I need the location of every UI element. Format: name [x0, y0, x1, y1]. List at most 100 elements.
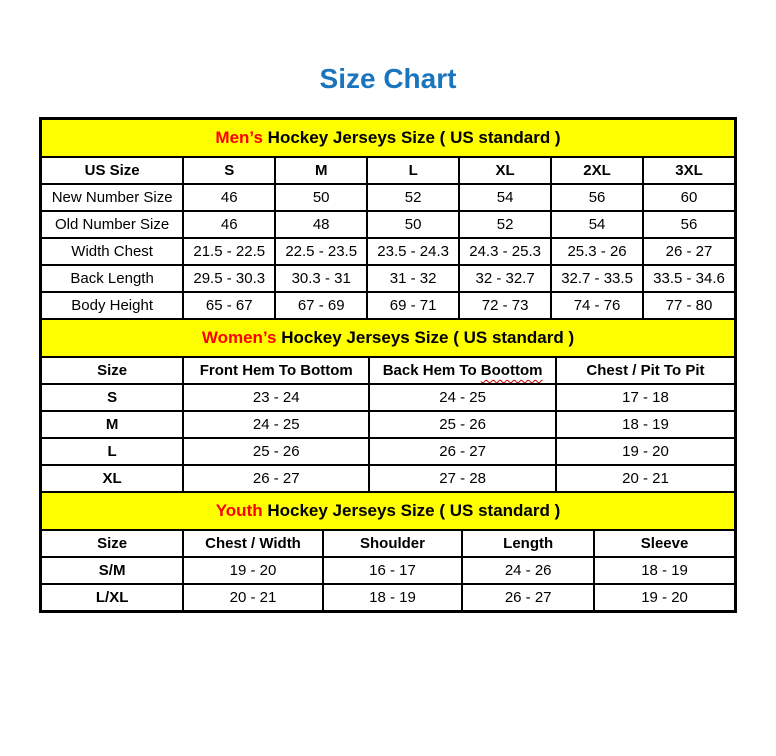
table-row: Body Height 65 - 67 67 - 69 69 - 71 72 -…	[39, 290, 736, 320]
youth-section-title-red: Youth	[215, 500, 263, 520]
womens-cell: 23 - 24	[182, 382, 371, 412]
mens-cell: 29.5 - 30.3	[182, 263, 277, 293]
table-row: S 23 - 24 24 - 25 17 - 18	[39, 382, 737, 412]
table-row: XL 26 - 27 27 - 28 20 - 21	[39, 463, 737, 493]
mens-cell: 52	[458, 209, 553, 239]
size-chart: Men’s Hockey Jerseys Size ( US standard …	[39, 116, 737, 613]
mens-row-label: Back Length	[39, 263, 185, 293]
mens-cell: 46	[182, 209, 277, 239]
table-row: L 25 - 26 26 - 27 19 - 20	[39, 436, 737, 466]
womens-row-label: M	[39, 409, 185, 439]
mens-cell: 21.5 - 22.5	[182, 236, 277, 266]
womens-cell: 17 - 18	[554, 382, 737, 412]
mens-cell: 24.3 - 25.3	[458, 236, 553, 266]
womens-cell: 26 - 27	[368, 436, 557, 466]
womens-section-band: Women’s Hockey Jerseys Size ( US standar…	[40, 317, 736, 358]
womens-section-title-rest: Hockey Jerseys Size ( US standard )	[276, 327, 575, 347]
womens-section-title-red: Women’s	[201, 327, 277, 347]
womens-cell: 18 - 19	[554, 409, 737, 439]
womens-row-label: XL	[39, 463, 185, 493]
mens-cell: 46	[182, 182, 277, 212]
womens-col-header: Chest / Pit To Pit	[554, 355, 737, 385]
youth-size-table: Youth Hockey Jerseys Size ( US standard …	[39, 490, 736, 612]
mens-section-title-red: Men’s	[215, 127, 263, 147]
mens-col-header: 3XL	[642, 155, 736, 185]
mens-section-band: Men’s Hockey Jerseys Size ( US standard …	[40, 117, 736, 158]
womens-cell: 19 - 20	[554, 436, 737, 466]
youth-col-header: Sleeve	[593, 528, 736, 558]
womens-cell: 25 - 26	[368, 409, 557, 439]
mens-cell: 50	[366, 209, 461, 239]
youth-row-label: S/M	[39, 555, 185, 585]
table-row: New Number Size 46 50 52 54 56 60	[39, 182, 736, 212]
youth-cell: 19 - 20	[593, 582, 736, 612]
mens-col-header: L	[366, 155, 461, 185]
youth-cell: 18 - 19	[321, 582, 464, 612]
mens-col-header: US Size	[39, 155, 185, 185]
mens-cell: 50	[274, 182, 369, 212]
table-row: S/M 19 - 20 16 - 17 24 - 26 18 - 19	[39, 555, 736, 585]
mens-cell: 26 - 27	[642, 236, 736, 266]
womens-header-row: Size Front Hem To Bottom Back Hem To Boo…	[39, 355, 737, 385]
youth-col-header: Chest / Width	[182, 528, 324, 558]
mens-col-header: S	[182, 155, 277, 185]
womens-col-header: Size	[39, 355, 185, 385]
mens-row-label: Width Chest	[39, 236, 185, 266]
youth-header-row: Size Chest / Width Shoulder Length Sleev…	[39, 528, 736, 558]
youth-row-label: L/XL	[39, 582, 185, 612]
back-hem-label: Back Hem To	[382, 361, 481, 379]
mens-col-header: XL	[458, 155, 553, 185]
mens-cell: 69 - 71	[366, 290, 461, 320]
mens-row-label: New Number Size	[39, 182, 185, 212]
table-row: M 24 - 25 25 - 26 18 - 19	[39, 409, 737, 439]
mens-col-header: 2XL	[550, 155, 645, 185]
womens-cell: 26 - 27	[182, 463, 371, 493]
table-row: L/XL 20 - 21 18 - 19 26 - 27 19 - 20	[39, 582, 736, 612]
mens-cell: 22.5 - 23.5	[274, 236, 369, 266]
table-row: Back Length 29.5 - 30.3 30.3 - 31 31 - 3…	[39, 263, 736, 293]
mens-cell: 31 - 32	[366, 263, 461, 293]
table-row: Width Chest 21.5 - 22.5 22.5 - 23.5 23.5…	[39, 236, 736, 266]
mens-cell: 72 - 73	[458, 290, 553, 320]
womens-cell: 24 - 25	[368, 382, 557, 412]
womens-row-label: S	[39, 382, 185, 412]
youth-cell: 26 - 27	[461, 582, 596, 612]
mens-cell: 77 - 80	[642, 290, 736, 320]
womens-cell: 27 - 28	[368, 463, 557, 493]
mens-col-header: M	[274, 155, 369, 185]
mens-cell: 60	[642, 182, 736, 212]
womens-section-title: Women’s Hockey Jerseys Size ( US standar…	[40, 317, 736, 358]
youth-col-header: Length	[461, 528, 596, 558]
mens-cell: 30.3 - 31	[274, 263, 369, 293]
mens-cell: 33.5 - 34.6	[642, 263, 736, 293]
mens-section-title-rest: Hockey Jerseys Size ( US standard )	[262, 127, 561, 147]
youth-section-title-rest: Hockey Jerseys Size ( US standard )	[262, 500, 561, 520]
youth-section-band: Youth Hockey Jerseys Size ( US standard …	[40, 490, 736, 531]
mens-cell: 56	[642, 209, 736, 239]
mens-cell: 65 - 67	[182, 290, 277, 320]
mens-cell: 56	[550, 182, 645, 212]
youth-col-header: Shoulder	[321, 528, 464, 558]
womens-cell: 24 - 25	[182, 409, 371, 439]
youth-col-header: Size	[39, 528, 185, 558]
youth-cell: 16 - 17	[321, 555, 464, 585]
mens-section-title: Men’s Hockey Jerseys Size ( US standard …	[40, 117, 736, 158]
mens-cell: 52	[366, 182, 461, 212]
youth-cell: 24 - 26	[461, 555, 596, 585]
womens-size-table: Women’s Hockey Jerseys Size ( US standar…	[39, 317, 737, 493]
table-row: Old Number Size 46 48 50 52 54 56	[39, 209, 736, 239]
mens-cell: 67 - 69	[274, 290, 369, 320]
mens-header-row: US Size S M L XL 2XL 3XL	[39, 155, 736, 185]
womens-col-header: Front Hem To Bottom	[182, 355, 371, 385]
mens-cell: 54	[550, 209, 645, 239]
mens-cell: 48	[274, 209, 369, 239]
mens-row-label: Old Number Size	[39, 209, 185, 239]
mens-size-table: Men’s Hockey Jerseys Size ( US standard …	[39, 117, 736, 320]
youth-cell: 20 - 21	[182, 582, 324, 612]
page-title: Size Chart	[319, 63, 457, 94]
mens-cell: 32 - 32.7	[458, 263, 553, 293]
mens-cell: 74 - 76	[550, 290, 645, 320]
misspelled-word: Boottom	[480, 361, 543, 379]
womens-col-header: Back Hem To Boottom	[368, 355, 557, 385]
mens-row-label: Body Height	[39, 290, 185, 320]
